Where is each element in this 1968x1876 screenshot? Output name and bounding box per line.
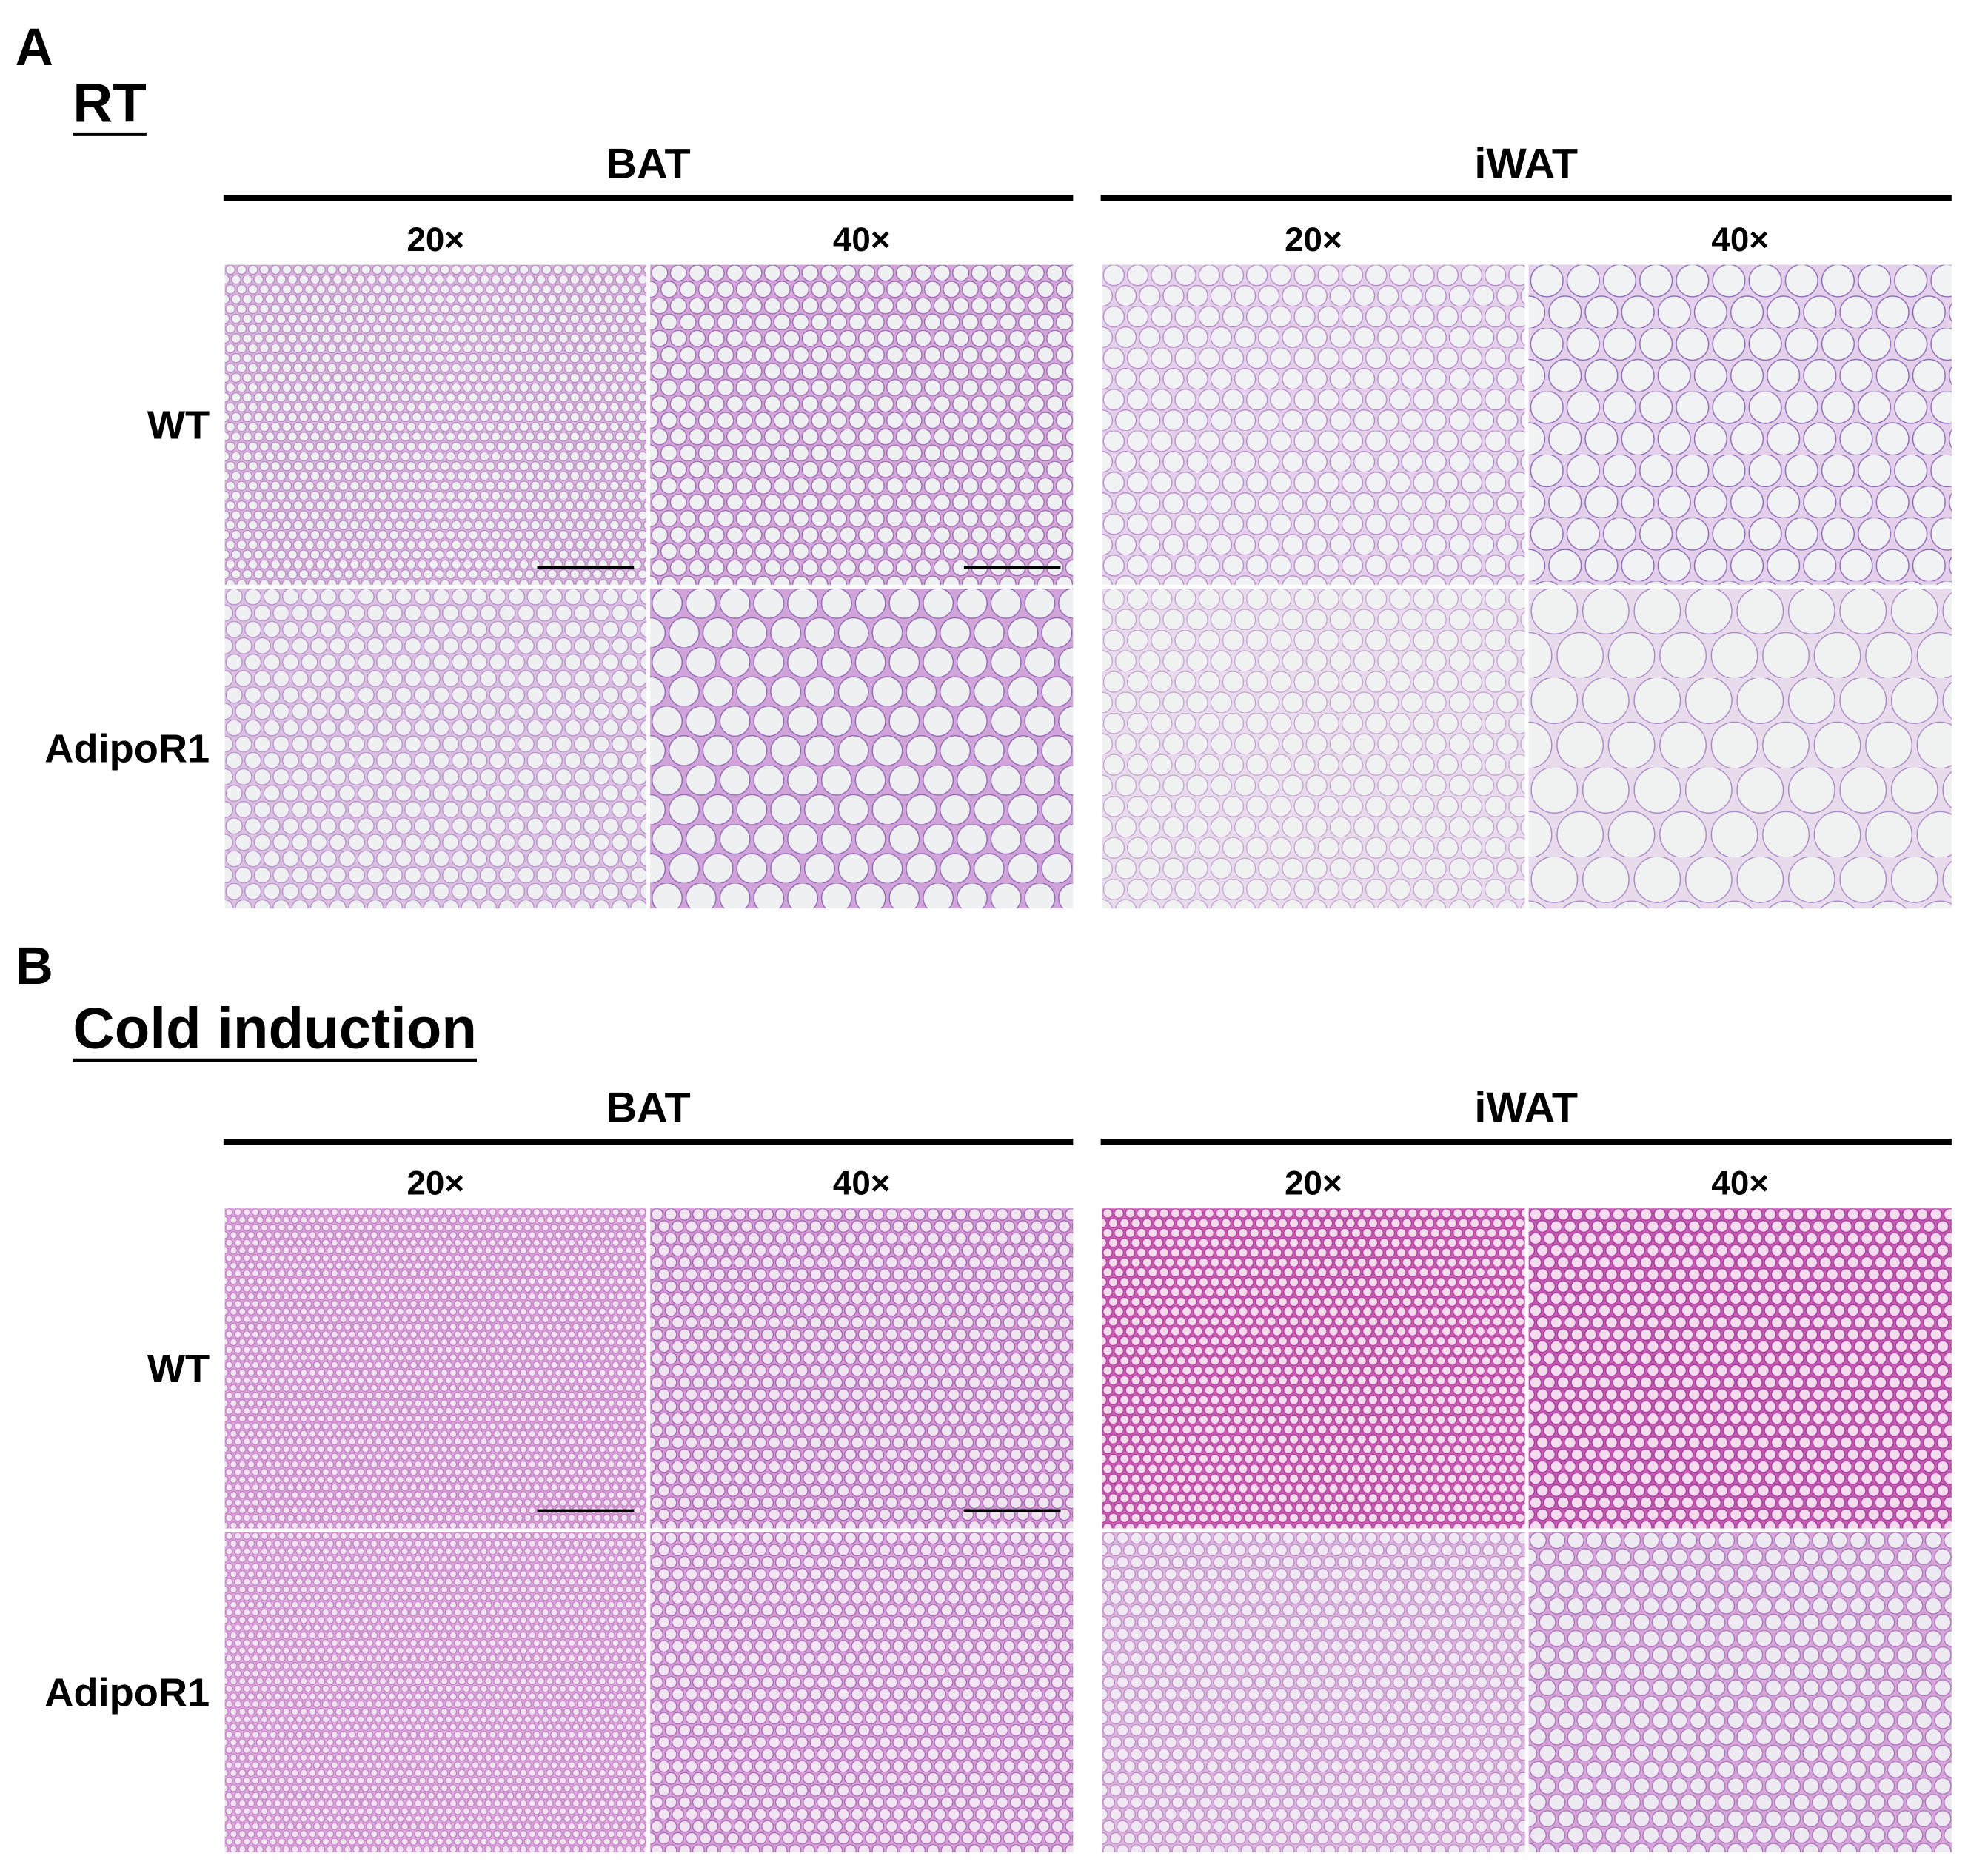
row-label: WT — [147, 1347, 210, 1391]
micrograph — [650, 264, 1074, 585]
condition-title: Cold induction — [73, 995, 477, 1060]
micrograph — [1102, 588, 1525, 909]
micrograph — [1528, 588, 1952, 909]
micrograph — [1102, 1532, 1525, 1852]
magnification-label: 20× — [406, 221, 464, 258]
magnification-label: 40× — [833, 221, 891, 258]
micrograph — [224, 1532, 647, 1852]
micrograph — [1102, 264, 1525, 585]
tissue-label: iWAT — [1474, 141, 1578, 188]
magnification-label: 40× — [1711, 221, 1769, 258]
tissue-label: BAT — [606, 1084, 691, 1131]
panel-letter: A — [15, 19, 53, 77]
panel: B Cold induction BAT 20× 40× iWAT 20× 40× WT Adip… — [15, 937, 1952, 1852]
micrograph — [650, 1208, 1074, 1529]
micrograph — [1102, 1208, 1525, 1529]
magnification-label: 20× — [1285, 221, 1342, 258]
micrograph — [650, 588, 1074, 909]
micrograph — [224, 264, 647, 585]
row-label: WT — [147, 403, 210, 447]
tissue-label: BAT — [606, 141, 691, 188]
micrograph — [224, 588, 647, 909]
micrograph — [650, 1532, 1074, 1852]
magnification-label: 20× — [1285, 1165, 1342, 1202]
row-label: AdipoR1 — [44, 727, 210, 771]
condition-title: RT — [73, 71, 146, 133]
magnification-label: 20× — [406, 1165, 464, 1202]
micrograph — [1528, 1532, 1952, 1852]
micrograph — [1528, 264, 1952, 585]
row-label: AdipoR1 — [44, 1670, 210, 1715]
magnification-label: 40× — [1711, 1165, 1769, 1202]
micrograph — [224, 1208, 647, 1529]
panel-letter: B — [15, 937, 53, 996]
micrograph — [1528, 1208, 1952, 1529]
tissue-label: iWAT — [1474, 1084, 1578, 1131]
magnification-label: 40× — [833, 1165, 891, 1202]
panel: A RT BAT 20× 40× iWAT 20× 40× WT AdipoR1 — [15, 19, 1952, 909]
